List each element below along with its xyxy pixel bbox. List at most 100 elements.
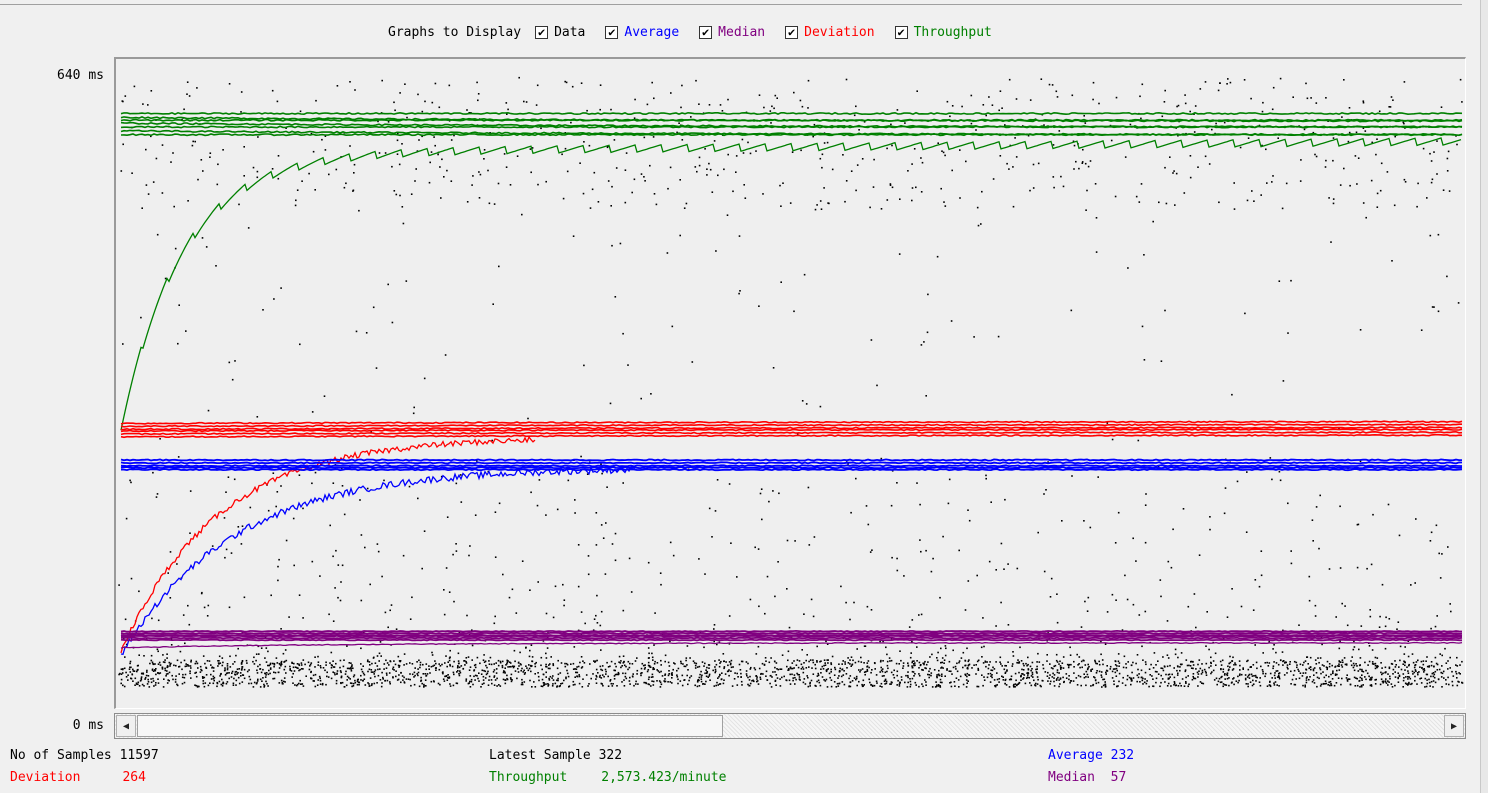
data-point — [1367, 664, 1369, 666]
data-point — [1244, 312, 1246, 315]
scrollbar-thumb[interactable] — [137, 715, 723, 737]
data-point — [811, 667, 813, 669]
data-point — [1304, 672, 1307, 674]
data-point — [1382, 672, 1384, 675]
data-point — [599, 84, 602, 86]
data-point — [939, 685, 941, 687]
data-point — [695, 79, 697, 82]
data-point — [1224, 673, 1226, 675]
data-point — [1140, 117, 1142, 120]
data-point — [291, 676, 293, 678]
data-point — [599, 674, 601, 677]
data-point — [1183, 685, 1186, 687]
data-point — [260, 647, 263, 649]
data-point — [856, 684, 858, 687]
data-point — [397, 678, 400, 681]
data-point — [634, 98, 636, 101]
data-point — [216, 183, 219, 186]
data-point — [1272, 175, 1274, 177]
data-point — [1305, 669, 1308, 671]
data-point — [330, 677, 333, 680]
data-point — [389, 660, 391, 662]
data-point — [1182, 508, 1185, 510]
data-point — [486, 672, 489, 675]
data-point — [900, 659, 902, 662]
data-point — [1411, 670, 1414, 673]
data-point — [481, 669, 484, 672]
data-point — [1264, 662, 1267, 664]
data-point — [487, 670, 489, 673]
data-point — [206, 660, 209, 662]
data-point — [352, 682, 355, 685]
checkbox-deviation[interactable]: ✔ Deviation — [785, 25, 875, 40]
data-point — [885, 646, 887, 649]
data-point — [1216, 683, 1218, 686]
data-point — [404, 83, 406, 85]
data-point — [1111, 670, 1114, 673]
data-point — [337, 564, 340, 566]
data-point — [899, 650, 901, 652]
data-point — [1047, 671, 1049, 674]
data-point — [644, 664, 646, 666]
data-point — [402, 679, 404, 681]
data-point — [616, 673, 618, 676]
data-point — [1330, 683, 1332, 685]
data-point — [1046, 660, 1048, 662]
checkbox-data[interactable]: ✔ Data — [535, 25, 585, 40]
checkbox-median[interactable]: ✔ Median — [699, 25, 765, 40]
checkbox-throughput-label: Throughput — [913, 24, 992, 40]
data-point — [556, 685, 559, 687]
data-point — [950, 320, 953, 322]
data-point — [1428, 666, 1430, 668]
data-point — [840, 675, 843, 678]
arrow-right-icon[interactable]: ▶ — [1444, 715, 1464, 737]
data-point — [1374, 662, 1377, 665]
deviation-line — [120, 428, 1463, 433]
data-point — [1086, 673, 1089, 676]
data-point — [186, 81, 189, 83]
data-point — [610, 205, 612, 207]
arrow-left-icon[interactable]: ◀ — [116, 715, 136, 737]
checkbox-average[interactable]: ✔ Average — [605, 25, 679, 40]
data-point — [931, 686, 934, 688]
data-point — [764, 612, 766, 615]
data-point — [1046, 675, 1049, 677]
data-point — [625, 152, 628, 154]
data-point — [312, 150, 315, 153]
data-point — [595, 676, 598, 678]
data-point — [1059, 660, 1061, 663]
data-point — [403, 653, 406, 655]
data-point — [1043, 570, 1046, 573]
data-point — [1201, 671, 1204, 674]
data-point — [671, 682, 673, 684]
data-point — [320, 666, 322, 669]
data-point — [575, 668, 578, 670]
data-point — [1176, 669, 1178, 672]
data-point — [151, 669, 154, 671]
data-point — [757, 548, 760, 550]
data-point — [136, 669, 139, 671]
data-point — [1189, 155, 1192, 157]
data-point — [855, 675, 858, 678]
data-point — [1086, 610, 1089, 612]
data-point — [253, 681, 256, 684]
data-point — [1305, 677, 1308, 679]
data-point — [1245, 531, 1248, 533]
data-point — [1272, 665, 1275, 667]
data-point — [949, 682, 951, 684]
data-point — [616, 685, 618, 687]
data-point — [962, 666, 964, 669]
data-point — [471, 659, 473, 661]
horizontal-scrollbar[interactable]: ◀ ▶ — [114, 713, 1466, 739]
data-point — [1104, 686, 1107, 688]
data-point — [730, 666, 733, 669]
data-point — [910, 652, 912, 654]
data-point — [234, 674, 237, 676]
data-point — [478, 197, 481, 199]
data-point — [1092, 683, 1095, 686]
data-point — [1058, 685, 1060, 688]
data-point — [335, 168, 338, 171]
data-point — [1388, 106, 1390, 108]
checkbox-throughput[interactable]: ✔ Throughput — [894, 24, 992, 40]
data-point — [499, 661, 502, 664]
